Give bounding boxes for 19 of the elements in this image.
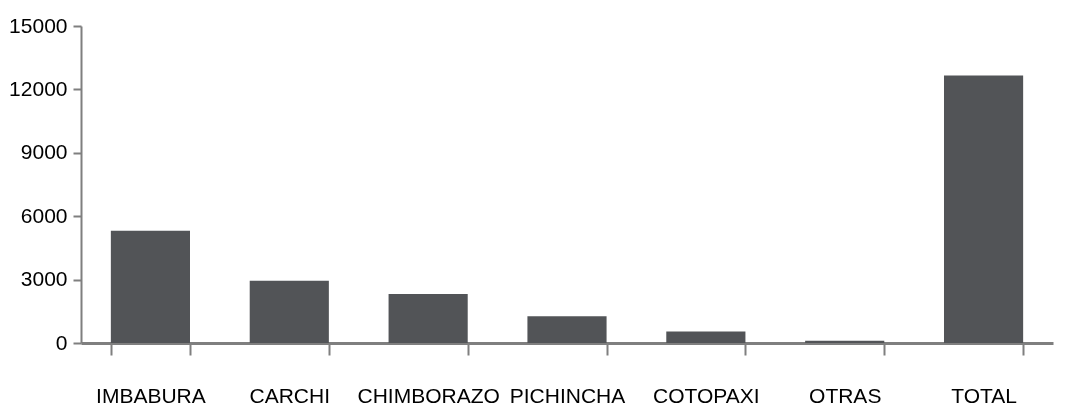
y-tick-label: 15000 bbox=[9, 13, 68, 37]
y-tick-label: 12000 bbox=[9, 76, 68, 100]
bar bbox=[249, 280, 329, 343]
x-tick-label: CARCHI bbox=[249, 383, 331, 407]
bar bbox=[666, 331, 746, 343]
bar bbox=[527, 316, 607, 343]
x-tick-label: COTOPAXI bbox=[653, 383, 760, 407]
y-tick-label: 6000 bbox=[20, 203, 68, 227]
x-tick-label: PICHINCHA bbox=[509, 383, 626, 407]
bar bbox=[944, 75, 1024, 343]
x-tick-label: TOTAL bbox=[951, 383, 1017, 407]
y-tick-label: 3000 bbox=[20, 267, 68, 291]
x-tick-label: IMBABURA bbox=[96, 383, 206, 407]
bar bbox=[388, 293, 468, 343]
y-tick-label: 9000 bbox=[20, 140, 68, 164]
x-tick-label: CHIMBORAZO bbox=[357, 383, 500, 407]
bar bbox=[110, 230, 190, 343]
x-tick-label: OTRAS bbox=[809, 383, 882, 407]
y-tick-label: 0 bbox=[55, 330, 68, 354]
